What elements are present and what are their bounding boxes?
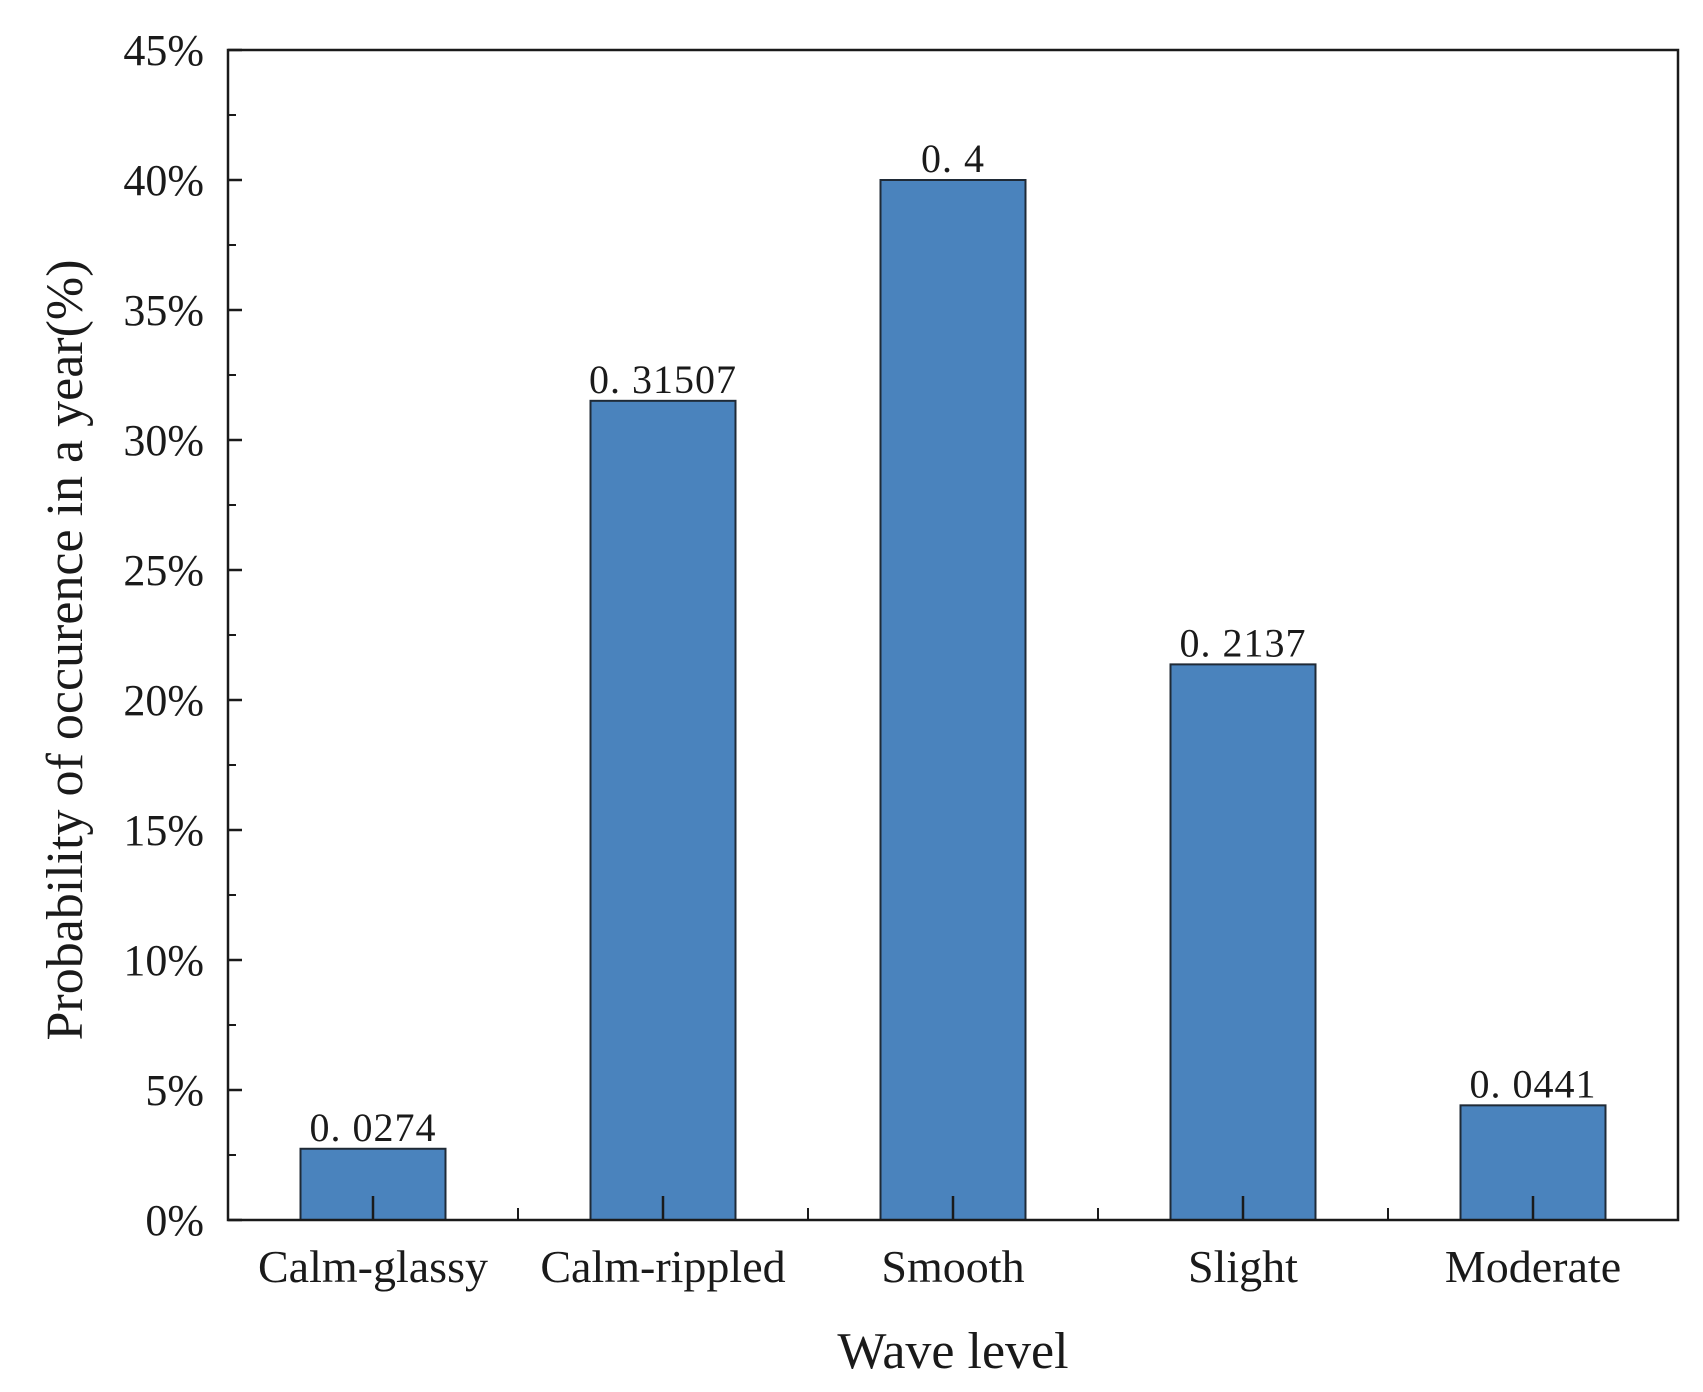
category-labels-layer: Calm-glassy Calm-rippled Smooth Slight Moder…: [258, 1241, 1621, 1292]
data-labels-layer: 0. 0274 0. 31507 0. 4 0. 2137 0. 0441: [310, 136, 1597, 1150]
data-label-calm-glassy: 0. 0274: [310, 1105, 437, 1150]
x-tick-label-calm-glassy: Calm-glassy: [258, 1241, 488, 1292]
ticks-layer: [228, 48, 1535, 1222]
x-tick-label-calm-rippled: Calm-rippled: [540, 1241, 785, 1292]
y-tick-label: 35%: [123, 286, 204, 335]
y-tick-label: 20%: [123, 676, 204, 725]
y-tick-label: 30%: [123, 416, 204, 465]
x-tick-label-moderate: Moderate: [1445, 1241, 1621, 1292]
bar-calm-rippled: [589, 399, 737, 1221]
y-tick-label: 40%: [123, 156, 204, 205]
bar-slight: [1169, 663, 1317, 1221]
data-label-slight: 0. 2137: [1180, 620, 1307, 665]
y-tick-label: 0%: [145, 1196, 204, 1245]
y-tick-label: 10%: [123, 936, 204, 985]
x-axis-title: Wave level: [837, 1323, 1068, 1380]
y-axis-title: Probability of occurence in a year(%): [37, 259, 94, 1040]
y-tick-label: 15%: [123, 806, 204, 855]
bar-smooth: [879, 179, 1027, 1221]
bars-layer: [299, 179, 1607, 1222]
tick-labels-layer: 0% 5% 10% 15% 20% 25% 30% 35% 40% 45%: [123, 26, 204, 1245]
data-label-moderate: 0. 0441: [1470, 1061, 1597, 1106]
y-tick-label: 45%: [123, 26, 204, 75]
x-tick-label-slight: Slight: [1188, 1241, 1298, 1292]
x-tick-label-smooth: Smooth: [881, 1241, 1024, 1292]
data-label-calm-rippled: 0. 31507: [589, 357, 737, 402]
y-tick-label: 25%: [123, 546, 204, 595]
y-tick-label: 5%: [145, 1066, 204, 1115]
data-label-smooth: 0. 4: [921, 136, 985, 181]
